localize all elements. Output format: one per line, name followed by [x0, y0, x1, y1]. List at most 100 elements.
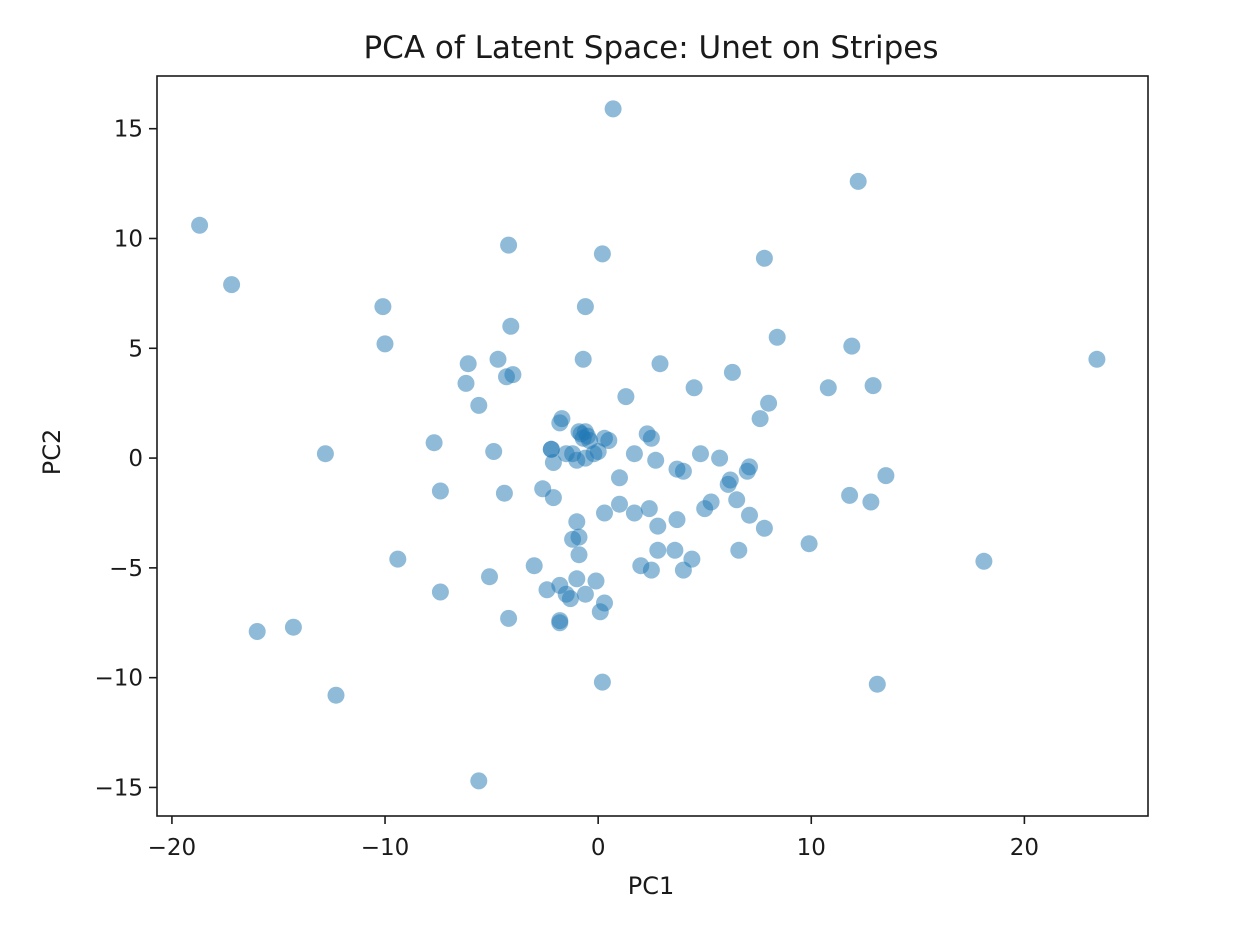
- data-point: [1088, 350, 1106, 368]
- data-point: [500, 236, 518, 254]
- data-point: [596, 504, 613, 522]
- data-point: [711, 449, 729, 467]
- data-point: [489, 350, 507, 368]
- data-point: [485, 443, 503, 460]
- data-point: [191, 216, 209, 234]
- data-point: [702, 493, 720, 511]
- data-point: [457, 374, 475, 392]
- x-axis-ticks: −20 −10 0 10 20: [148, 816, 1039, 861]
- y-tick-label: −10: [94, 666, 143, 692]
- data-point: [534, 480, 552, 498]
- data-point: [376, 335, 394, 353]
- data-point: [589, 443, 607, 460]
- data-point: [604, 100, 622, 118]
- data-point: [755, 519, 773, 537]
- data-point: [862, 493, 880, 511]
- data-point: [223, 276, 241, 294]
- data-point: [327, 686, 345, 704]
- data-point: [611, 495, 628, 513]
- data-point: [593, 673, 611, 691]
- data-point: [692, 445, 709, 463]
- data-point: [730, 541, 748, 559]
- data-point: [674, 462, 692, 480]
- data-point: [470, 396, 488, 414]
- x-tick-label: −20: [148, 835, 197, 861]
- chart-title: PCA of Latent Space: Unet on Stripes: [363, 30, 938, 66]
- y-tick-label: 15: [114, 117, 143, 143]
- data-point: [570, 528, 588, 546]
- data-point: [470, 772, 488, 790]
- data-point: [617, 388, 635, 406]
- data-point: [248, 623, 266, 640]
- data-point: [542, 440, 560, 458]
- data-point: [625, 504, 643, 522]
- data-point: [651, 355, 669, 373]
- data-point: [642, 561, 660, 579]
- data-point: [849, 172, 867, 190]
- data-point: [544, 454, 562, 471]
- data-point: [481, 568, 498, 586]
- data-point: [649, 541, 667, 559]
- x-tick-label: 10: [797, 835, 826, 861]
- data-point: [868, 675, 886, 693]
- data-point: [819, 379, 837, 397]
- data-point: [316, 445, 334, 463]
- data-point: [538, 581, 556, 599]
- data-point: [504, 366, 522, 384]
- x-tick-label: 20: [1010, 835, 1039, 861]
- data-point: [502, 317, 520, 335]
- data-point: [666, 541, 684, 559]
- data-point: [800, 535, 818, 553]
- data-point: [284, 618, 302, 636]
- data-point: [576, 449, 594, 467]
- data-point: [574, 350, 592, 368]
- x-axis-label: PC1: [628, 872, 675, 900]
- data-point: [741, 506, 758, 524]
- data-point: [576, 298, 594, 316]
- y-tick-label: 0: [128, 446, 143, 472]
- data-point: [611, 469, 628, 487]
- y-tick-label: 5: [128, 336, 143, 362]
- data-points: [191, 100, 1106, 790]
- data-point: [591, 603, 609, 621]
- data-point: [551, 614, 569, 632]
- data-point: [719, 475, 737, 493]
- data-point: [843, 337, 861, 355]
- data-point: [568, 513, 586, 531]
- data-point: [625, 445, 643, 463]
- data-point: [649, 517, 667, 535]
- data-point: [431, 482, 449, 500]
- data-point: [459, 355, 477, 373]
- data-point: [647, 451, 665, 469]
- data-point: [640, 500, 658, 518]
- y-axis-label: PC2: [38, 429, 66, 476]
- plot-frame: [156, 75, 1149, 817]
- data-point: [738, 462, 756, 480]
- y-tick-label: 10: [114, 226, 143, 252]
- data-point: [877, 467, 895, 485]
- data-point: [374, 298, 392, 316]
- data-point: [495, 484, 513, 502]
- data-point: [760, 394, 778, 412]
- data-point: [683, 550, 701, 568]
- x-tick-label: −10: [361, 835, 410, 861]
- x-tick-label: 0: [591, 835, 606, 861]
- data-point: [431, 583, 449, 601]
- data-point: [755, 249, 773, 267]
- data-point: [723, 363, 741, 381]
- data-point: [593, 245, 611, 263]
- data-point: [864, 377, 882, 395]
- data-point: [600, 432, 618, 449]
- data-point: [425, 434, 443, 452]
- data-point: [553, 410, 571, 428]
- data-point: [525, 557, 543, 575]
- data-point: [685, 379, 703, 397]
- y-tick-label: −5: [109, 556, 143, 582]
- data-point: [668, 511, 686, 529]
- y-tick-label: −15: [94, 775, 143, 801]
- data-point: [561, 590, 579, 608]
- data-point: [568, 570, 586, 588]
- data-point: [642, 429, 660, 447]
